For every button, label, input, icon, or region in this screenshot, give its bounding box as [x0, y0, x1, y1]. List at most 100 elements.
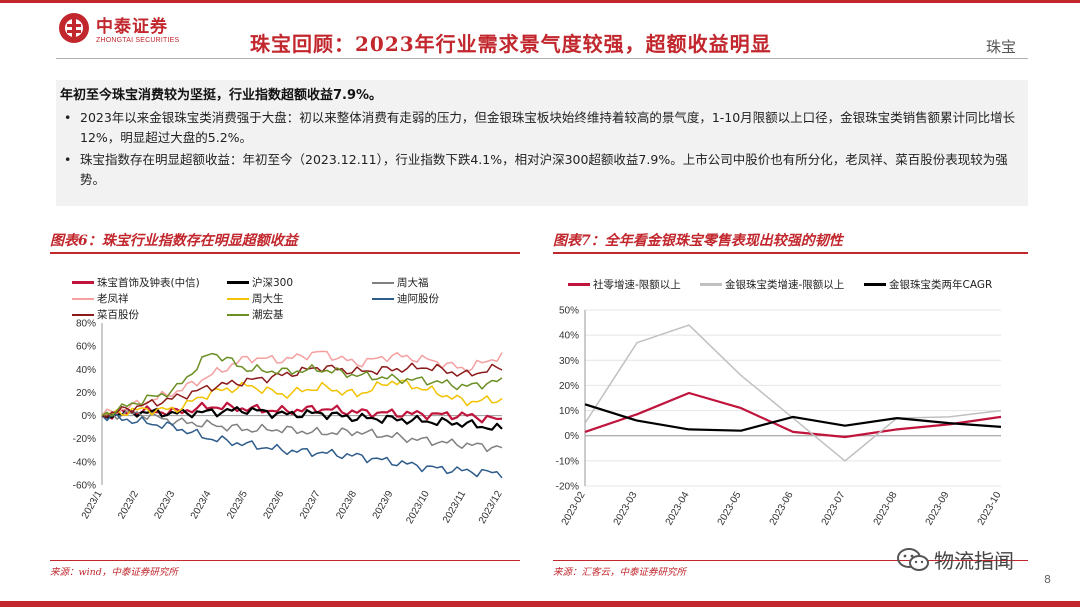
legend-swatch	[864, 283, 886, 286]
section-tag: 珠宝	[986, 38, 1017, 56]
wechat-watermark: 物流指闻	[896, 545, 1014, 574]
wechat-icon	[897, 547, 929, 571]
figure6-title: 图表6：珠宝行业指数存在明显超额收益	[50, 233, 298, 249]
y-tick-label: 30%	[559, 356, 579, 367]
series-line-3	[584, 403, 1002, 432]
legend-label: 迪阿股份	[397, 293, 439, 305]
summary-bullet: • 珠宝指数存在明显超额收益：年初至今（2023.12.11），行业指数下跌4.…	[60, 150, 1024, 190]
figure6-title-rule	[50, 252, 520, 254]
x-tick-label: 2023-02	[560, 490, 588, 528]
legend-swatch	[72, 281, 94, 284]
legend-label: 潮宏基	[252, 309, 284, 321]
y-tick-label: -20%	[73, 434, 96, 445]
legend-swatch	[227, 281, 249, 284]
x-tick-label: 2023/8	[334, 489, 359, 521]
figure6-source: 来源：wind，中泰证券研究所	[50, 567, 178, 578]
legend-item: 周大生	[227, 291, 284, 306]
y-tick-label: 40%	[76, 365, 96, 376]
series-line-5	[101, 379, 503, 417]
legend-item: 菜百股份	[72, 307, 139, 322]
legend-item: 珠宝首饰及钟表(中信)	[72, 275, 200, 290]
legend-item: 社零增速-限额以上	[568, 277, 681, 292]
figure6-chart: 80% 60% 40% 20% 0% -20% -40% -60%2023/1 2023/2 20…	[73, 319, 505, 526]
legend-label: 菜百股份	[97, 309, 139, 321]
legend-swatch	[72, 313, 94, 316]
y-tick-label: 20%	[559, 381, 579, 392]
summary-lead: 年初至今珠宝消费较为坚挺，行业指数超额收益7.9%。	[60, 88, 383, 103]
legend-label: 金银珠宝类两年CAGR	[889, 279, 993, 291]
x-tick-label: 2023/12	[477, 489, 505, 526]
legend-item: 周大福	[372, 275, 429, 290]
x-tick-label: 2023/9	[371, 489, 396, 521]
x-tick-label: 2023/6	[262, 489, 287, 521]
top-accent-bar	[0, 0, 1080, 3]
y-tick-label: 40%	[559, 331, 579, 342]
x-tick-label: 2023-07	[820, 490, 848, 528]
x-tick-label: 2023/2	[116, 489, 141, 521]
x-tick-label: 2023-06	[768, 490, 796, 528]
watermark-text: 物流指闻	[934, 549, 1014, 573]
series-line-7	[101, 362, 503, 418]
zhongtai-logo-icon	[59, 13, 89, 43]
series-line-2	[101, 406, 503, 431]
y-tick-label: 60%	[76, 342, 96, 353]
x-tick-label: 2023/11	[441, 489, 468, 526]
legend-label: 老凤祥	[97, 293, 129, 305]
x-tick-label: 2023-03	[612, 490, 640, 528]
y-tick-label: 20%	[76, 388, 96, 399]
company-logo: 中泰证券 ZHONGTAI SECURITIES	[58, 12, 179, 44]
figure7-title: 图表7：全年看金银珠宝零售表现出较强的韧性	[553, 233, 843, 249]
figure6-source-rule	[50, 560, 520, 561]
legend-swatch	[227, 297, 249, 300]
y-tick-label: 10%	[559, 406, 579, 417]
legend-item: 迪阿股份	[372, 291, 439, 306]
y-tick-label: -60%	[73, 481, 96, 492]
legend-swatch	[568, 283, 590, 286]
series-line-8	[101, 352, 503, 417]
x-tick-label: 2023-10	[976, 490, 1004, 528]
legend-label: 沪深300	[252, 277, 294, 289]
summary-bullet: • 2023年以来金银珠宝类消费强于大盘：初以来整体消费有走弱的压力，但金银珠宝…	[60, 108, 1024, 148]
x-tick-label: 2023-04	[664, 490, 692, 528]
x-tick-label: 2023-08	[872, 490, 900, 528]
figure7-title-rule	[553, 252, 1028, 254]
legend-item: 沪深300	[227, 275, 293, 290]
y-tick-label: 0%	[82, 411, 97, 422]
bullet-marker: •	[64, 152, 72, 167]
x-tick-label: 2023/10	[404, 489, 432, 526]
legend-label: 社零增速-限额以上	[593, 279, 681, 291]
y-tick-label: -10%	[556, 456, 579, 467]
legend-swatch	[700, 283, 722, 286]
y-tick-label: -40%	[73, 457, 96, 468]
series-line-6	[101, 413, 503, 479]
x-tick-label: 2023/7	[298, 489, 323, 521]
legend-label: 周大福	[397, 277, 429, 289]
summary-bullet-text: 珠宝指数存在明显超额收益：年初至今（2023.12.11），行业指数下跌4.1%…	[80, 152, 1008, 187]
legend-swatch	[227, 313, 249, 316]
legend-swatch	[372, 297, 394, 300]
legend-swatch	[372, 281, 394, 284]
page-title: 珠宝回顾：2023年行业需求景气度较强，超额收益明显	[250, 32, 772, 56]
bullet-marker: •	[64, 110, 72, 125]
figure7-source-rule	[553, 560, 1028, 561]
summary-box: 年初至今珠宝消费较为坚挺，行业指数超额收益7.9%。 • 2023年以来金银珠宝…	[56, 80, 1028, 206]
series-line-2	[584, 324, 1002, 462]
legend-swatch	[72, 297, 94, 300]
legend-item: 老凤祥	[72, 291, 129, 306]
x-tick-label: 2023/1	[80, 489, 105, 521]
legend-item: 金银珠宝类增速-限额以上	[700, 277, 844, 292]
y-tick-label: 50%	[559, 306, 579, 317]
logo-chinese-name: 中泰证券	[96, 17, 168, 37]
figure7-source: 来源：汇客云，中泰证券研究所	[553, 567, 687, 578]
summary-bullet-text: 2023年以来金银珠宝类消费强于大盘：初以来整体消费有走弱的压力，但金银珠宝板块…	[80, 110, 1016, 145]
figure7-chart: 50% 40% 30% 20% 10% 0% -10% -20%2023-02 2023-03 2…	[556, 306, 1004, 528]
x-tick-label: 2023/3	[153, 489, 178, 521]
series-line-1	[584, 391, 1002, 439]
legend-item: 金银珠宝类两年CAGR	[864, 277, 992, 292]
x-tick-label: 2023/4	[189, 489, 214, 521]
legend-item: 潮宏基	[227, 307, 284, 322]
page-number: 8	[1044, 573, 1051, 586]
legend-label: 周大生	[252, 293, 284, 305]
legend-label: 珠宝首饰及钟表(中信)	[97, 277, 200, 289]
logo-english-name: ZHONGTAI SECURITIES	[96, 37, 180, 44]
